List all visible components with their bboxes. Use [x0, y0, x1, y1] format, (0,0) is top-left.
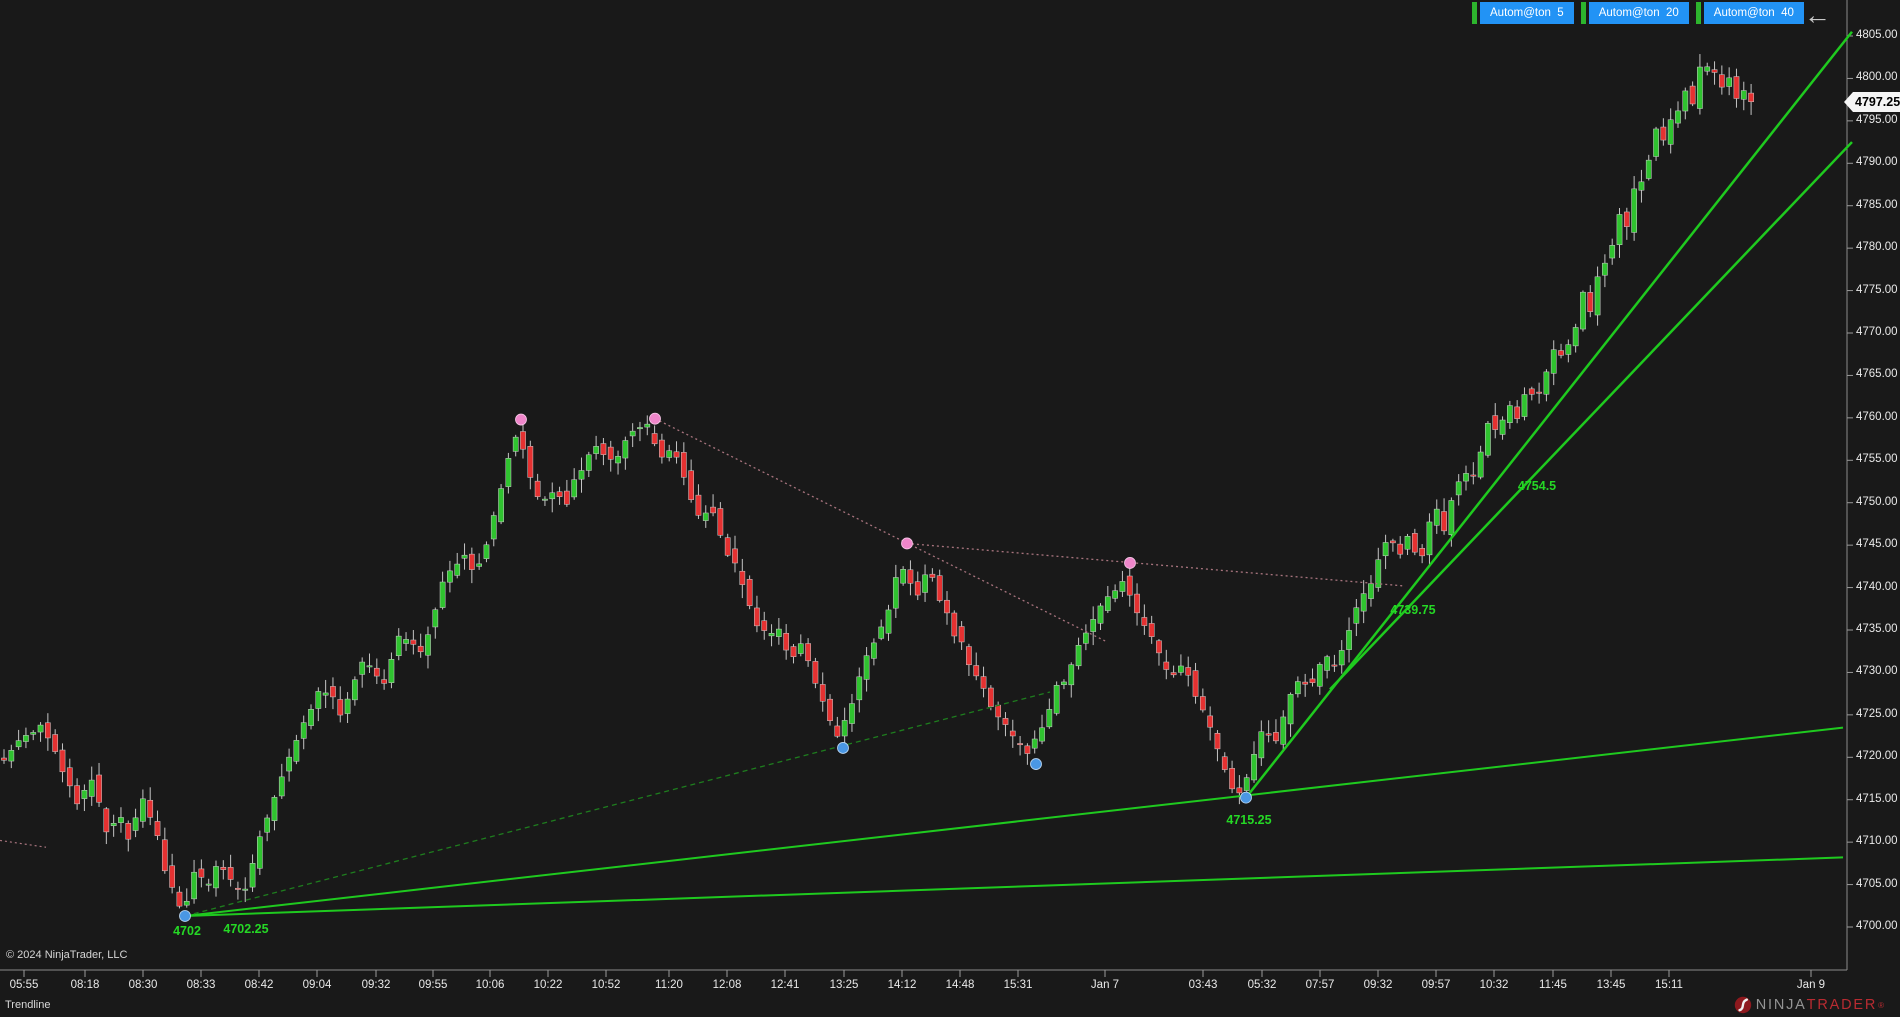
time-axis-label: 08:42 — [244, 979, 274, 991]
price-axis-label: 4760.00 — [1856, 410, 1898, 423]
time-axis-label: 12:41 — [770, 979, 800, 991]
time-axis-label: 05:55 — [9, 979, 39, 991]
strategy-button-group: Autom@ton 20 — [1580, 2, 1689, 24]
strategy-button-group: Autom@ton 5 — [1472, 2, 1574, 24]
time-axis-label: 09:32 — [1363, 979, 1393, 991]
price-axis-label: 4745.00 — [1856, 538, 1898, 551]
copyright-text: © 2024 NinjaTrader, LLC — [6, 949, 128, 961]
time-axis-label: 05:32 — [1247, 979, 1277, 991]
ninjatrader-logo-icon — [1734, 996, 1751, 1014]
time-axis-label: 08:30 — [128, 979, 158, 991]
price-axis-label: 4750.00 — [1856, 495, 1898, 508]
time-axis-label: 10:06 — [475, 979, 505, 991]
price-axis-label: 4780.00 — [1856, 241, 1898, 254]
time-axis-label: 09:04 — [302, 979, 332, 991]
time-axis-label: 13:25 — [829, 979, 859, 991]
trendline-anchor-pink — [901, 537, 913, 550]
price-axis-label: 4720.00 — [1856, 750, 1898, 763]
trendline-anchor-blue — [1030, 758, 1042, 770]
time-axis-label: 15:31 — [1003, 979, 1033, 991]
time-axis-label: 10:22 — [533, 979, 563, 991]
time-axis-label: 07:57 — [1305, 979, 1335, 991]
price-axis-label: 4790.00 — [1856, 156, 1898, 169]
trendline-anchor-pink — [1124, 557, 1136, 569]
time-axis-label: 09:55 — [418, 979, 448, 991]
strategy-button[interactable]: Autom@ton 20 — [1588, 2, 1689, 24]
selected-drawing-tool-label: Trendline — [5, 999, 51, 1011]
strategy-button[interactable]: Autom@ton 5 — [1480, 2, 1574, 24]
brand-text-trader: TRADER — [1806, 997, 1878, 1013]
time-axis-label: 03:43 — [1188, 979, 1218, 991]
trendline-anchor-blue — [1240, 791, 1252, 804]
price-annotation: 4754.5 — [1517, 479, 1557, 493]
price-axis-label: 4730.00 — [1856, 665, 1898, 678]
trendline-anchor-pink — [649, 412, 661, 425]
brand-registered-mark: ® — [1878, 1000, 1884, 1010]
price-annotation: 4739.75 — [1390, 603, 1436, 617]
price-axis-label: 4715.00 — [1856, 792, 1898, 805]
trendline-anchor-pink — [515, 413, 527, 426]
time-axis-label: Jan 7 — [1090, 979, 1120, 991]
price-axis-label: 4700.00 — [1856, 919, 1898, 932]
price-axis-label: 4710.00 — [1856, 835, 1898, 848]
price-annotation: 4702.25 — [223, 922, 269, 936]
time-axis-label: 14:48 — [945, 979, 975, 991]
price-annotation: 4702 — [173, 924, 201, 938]
time-axis-label: 11:20 — [655, 979, 683, 991]
strategy-button-group: Autom@ton 40 — [1695, 2, 1804, 24]
time-axis-label: 14:12 — [887, 979, 917, 991]
price-axis-label: 4705.00 — [1856, 877, 1898, 890]
brand-text-ninja: NINJA — [1755, 997, 1807, 1013]
time-axis-label: 08:18 — [70, 979, 100, 991]
price-axis-label: 4785.00 — [1856, 198, 1898, 211]
price-axis-label: 4795.00 — [1856, 113, 1898, 126]
price-axis-label: 4725.00 — [1856, 707, 1898, 720]
time-axis-label: 13:45 — [1596, 979, 1626, 991]
back-arrow-icon[interactable]: ← — [1804, 0, 1831, 30]
last-price-tag: 4797.25 — [1844, 92, 1900, 112]
strategy-active-indicator — [1472, 2, 1477, 24]
time-axis-label: Jan 9 — [1796, 979, 1826, 991]
time-axis-label: 08:33 — [186, 979, 216, 991]
trendline-anchor-blue — [179, 910, 191, 922]
price-axis-label: 4740.00 — [1856, 580, 1898, 593]
time-axis-label: 11:45 — [1539, 979, 1567, 991]
strategy-active-indicator — [1695, 2, 1701, 24]
time-axis-label: 09:57 — [1421, 979, 1451, 991]
price-axis-label: 4800.00 — [1856, 71, 1898, 84]
price-axis-label: 4775.00 — [1856, 283, 1898, 296]
price-axis-label: 4755.00 — [1856, 453, 1898, 466]
time-axis-label: 15:11 — [1655, 979, 1683, 991]
trendline-anchor-blue — [837, 742, 849, 754]
time-axis-label: 09:32 — [361, 979, 391, 991]
strategy-toolbar: Autom@ton 5 Autom@ton 20 Autom@ton 40 — [1472, 2, 1811, 24]
strategy-button[interactable]: Autom@ton 40 — [1703, 2, 1804, 24]
price-axis-label: 4805.00 — [1856, 29, 1898, 41]
price-axis-label: 4765.00 — [1856, 368, 1898, 381]
price-axis-label: 4770.00 — [1856, 325, 1898, 338]
time-axis-label: 10:32 — [1479, 979, 1509, 991]
time-axis-label: 12:08 — [712, 979, 742, 991]
price-axis-label: 4735.00 — [1856, 622, 1898, 635]
strategy-active-indicator — [1580, 2, 1586, 24]
time-axis-label: 10:52 — [591, 979, 621, 991]
price-annotation: 4715.25 — [1226, 813, 1272, 827]
ninjatrader-logo: NINJA TRADER ® — [1734, 996, 1884, 1014]
